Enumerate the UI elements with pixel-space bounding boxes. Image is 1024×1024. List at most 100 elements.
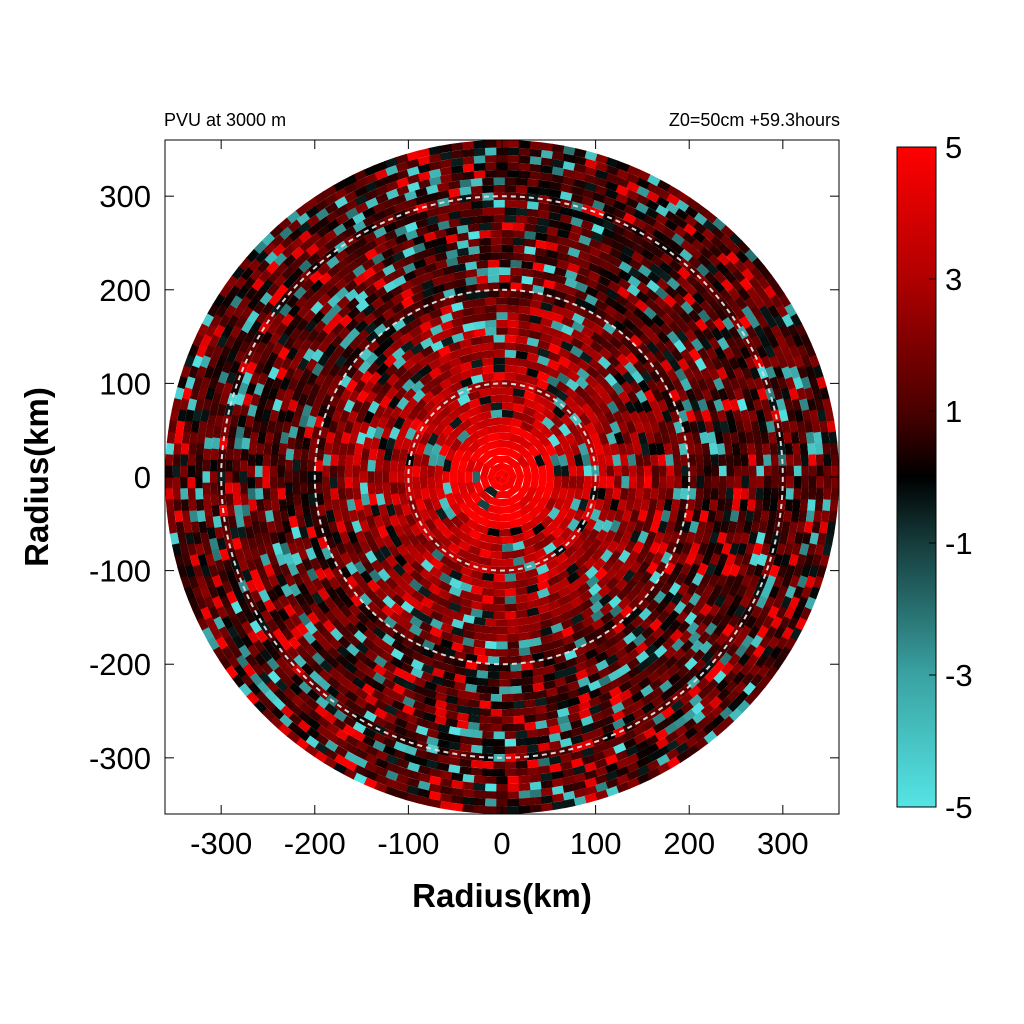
field-cell	[419, 381, 434, 396]
field-cell	[375, 757, 390, 770]
field-cell	[737, 699, 751, 714]
field-cell	[391, 493, 401, 507]
field-cell	[489, 222, 502, 231]
field-cell	[479, 715, 492, 724]
field-cell	[620, 380, 634, 395]
field-cell	[395, 161, 409, 173]
field-cell	[433, 251, 448, 263]
field-cell	[632, 306, 647, 321]
field-cell	[645, 279, 660, 293]
field-cell	[324, 202, 339, 215]
field-cell	[236, 654, 250, 669]
field-cell	[276, 409, 287, 424]
field-cell	[351, 356, 365, 371]
field-cell	[409, 283, 424, 296]
field-cell	[531, 262, 545, 272]
field-cell	[210, 493, 219, 507]
field-cell	[428, 768, 443, 778]
field-cell	[340, 509, 352, 524]
field-cell	[307, 482, 316, 495]
field-cell	[257, 568, 269, 583]
field-cell	[218, 437, 228, 451]
field-cell	[683, 647, 697, 662]
field-cell	[540, 795, 554, 805]
field-cell	[418, 373, 433, 387]
field-cell	[534, 239, 548, 249]
field-cell	[711, 660, 726, 675]
field-cell	[518, 790, 532, 799]
field-cell	[215, 585, 228, 600]
field-cell	[593, 307, 608, 320]
field-cell	[661, 530, 673, 545]
field-cell	[316, 353, 330, 368]
field-cell	[758, 419, 768, 433]
field-cell	[691, 571, 705, 586]
field-cell	[183, 420, 193, 434]
field-cell	[699, 299, 713, 314]
field-cell	[478, 410, 492, 421]
field-cell	[627, 487, 637, 501]
field-cell	[205, 425, 215, 440]
field-cell	[748, 464, 757, 477]
field-cell	[166, 431, 176, 445]
field-cell	[574, 644, 589, 657]
field-cell	[412, 453, 423, 468]
field-cell	[299, 338, 313, 353]
field-cell	[605, 156, 619, 168]
field-cell	[393, 741, 408, 753]
field-cell	[545, 687, 560, 698]
field-cell	[517, 445, 532, 459]
field-cell	[660, 430, 671, 445]
field-cell	[758, 304, 772, 319]
field-cell	[251, 277, 265, 292]
field-cell	[336, 576, 350, 591]
field-cell	[484, 155, 497, 163]
field-cell	[755, 653, 769, 669]
field-cell	[708, 298, 722, 313]
field-cell	[631, 233, 646, 247]
field-cell	[578, 700, 593, 712]
field-cell	[743, 681, 757, 696]
field-cell	[165, 499, 175, 512]
field-cell	[794, 322, 807, 337]
field-cell	[438, 580, 453, 593]
field-cell	[261, 531, 272, 546]
field-cell	[625, 497, 635, 512]
field-cell	[195, 365, 207, 380]
field-cell	[392, 275, 407, 288]
field-cell	[584, 517, 598, 532]
field-cell	[657, 419, 669, 434]
field-cell	[501, 469, 508, 477]
field-cell	[657, 540, 669, 555]
field-cell	[808, 476, 817, 489]
field-cell	[572, 147, 587, 158]
field-cell	[599, 337, 614, 352]
field-cell	[308, 270, 323, 285]
field-cell	[550, 312, 564, 324]
field-cell	[298, 612, 312, 627]
field-cell	[400, 600, 415, 615]
field-cell	[372, 672, 387, 685]
field-cell	[459, 566, 474, 578]
field-cell	[361, 215, 376, 228]
field-cell	[262, 242, 277, 256]
field-cell	[528, 322, 542, 333]
field-cell	[266, 588, 279, 604]
field-cell	[229, 360, 241, 375]
field-cell	[519, 420, 534, 433]
field-cell	[250, 393, 261, 408]
field-cell	[381, 633, 396, 647]
field-cell	[540, 626, 554, 637]
field-cell	[306, 726, 321, 740]
field-cell	[765, 664, 780, 679]
field-cell	[614, 184, 629, 197]
field-cell	[591, 547, 605, 562]
field-cell	[625, 419, 637, 434]
y-tick-label: 200	[99, 273, 151, 308]
field-cell	[538, 332, 553, 344]
field-cell	[646, 598, 660, 613]
field-cell	[707, 253, 722, 268]
field-cell	[503, 199, 517, 208]
field-cell	[200, 564, 212, 579]
field-cell	[691, 290, 706, 305]
